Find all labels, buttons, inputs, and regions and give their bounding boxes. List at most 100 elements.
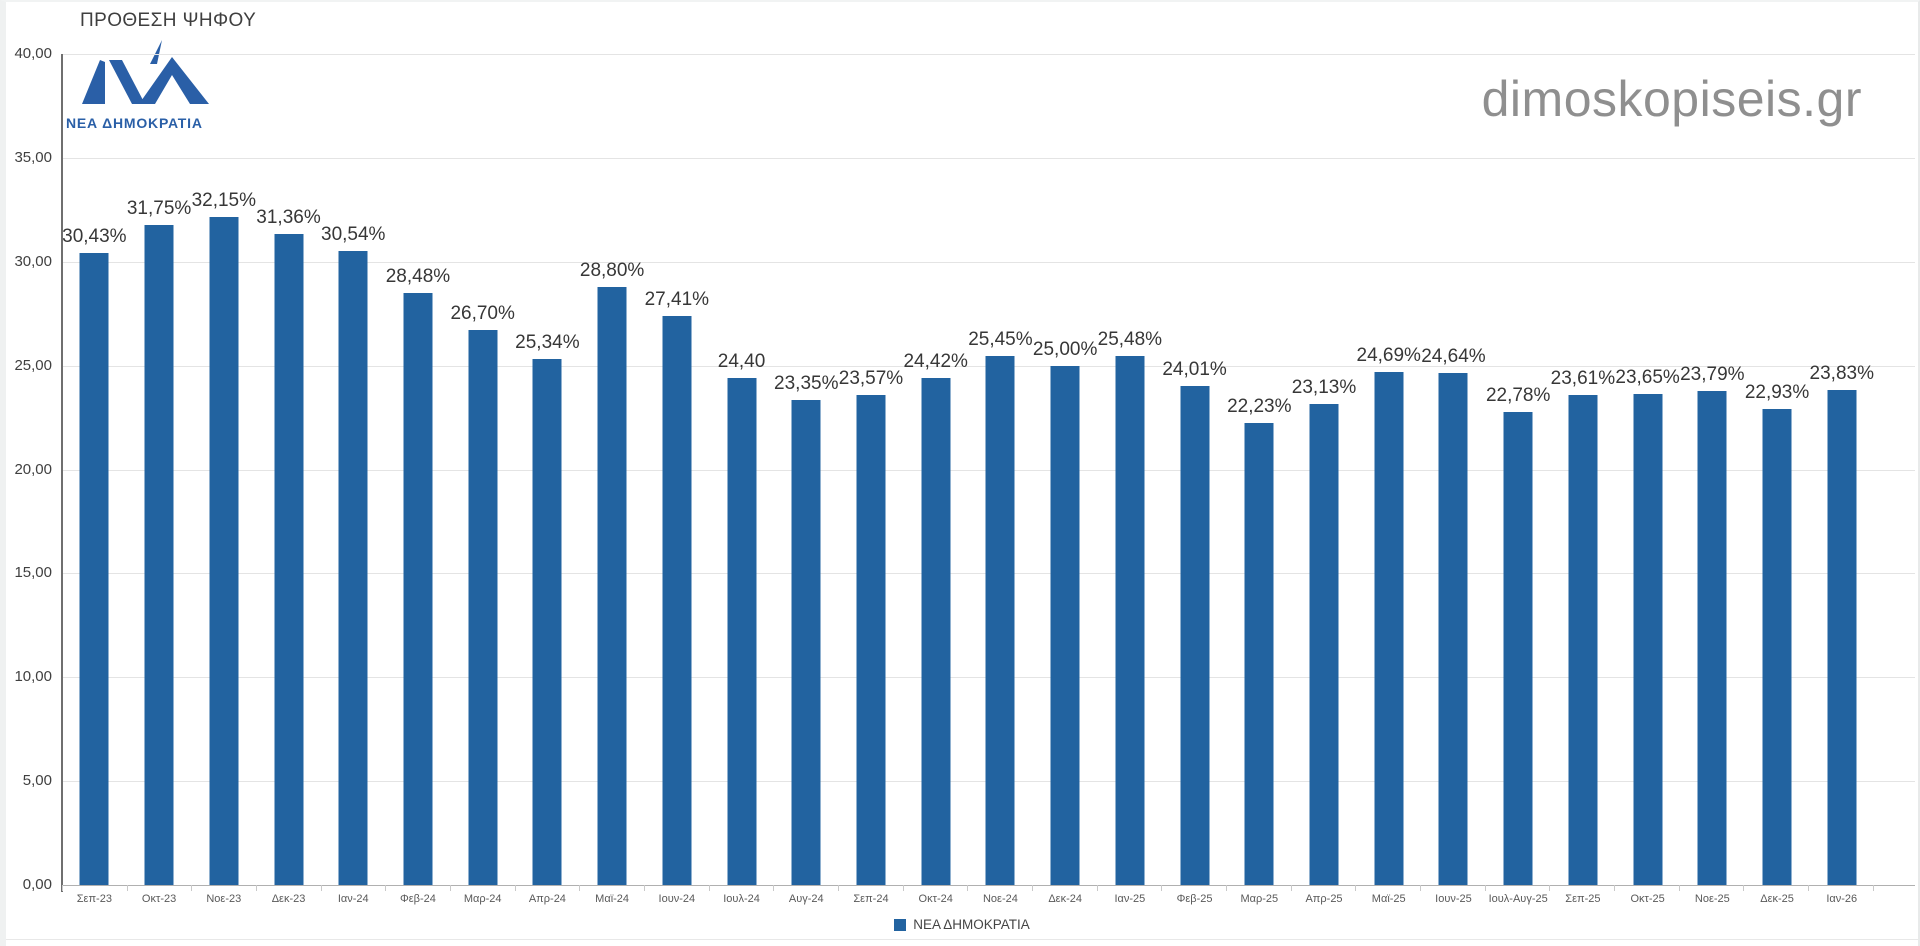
bar-column: 24,40: [709, 54, 774, 885]
axis-tick: [1033, 885, 1098, 891]
bar-column: 32,15%: [191, 54, 256, 885]
bar-column: 22,78%: [1486, 54, 1551, 885]
x-axis-label: Ιουν-24: [658, 893, 696, 905]
axis-tick: [192, 885, 258, 891]
bar: [79, 252, 109, 885]
axis-tick: [904, 885, 969, 891]
bar: [1180, 386, 1210, 885]
plot-area: 30,43% 31,75% 32,15% 31,36% 30,54% 28,48% 26,7…: [61, 54, 1915, 892]
axis-tick: [257, 885, 322, 891]
bar-column: 25,48%: [1098, 54, 1163, 885]
bar-value-label: 30,54%: [321, 223, 386, 245]
x-axis-label: Μαρ-25: [1240, 893, 1279, 905]
bar-column: 25,45%: [968, 54, 1033, 885]
x-axis-label: Δεκ-23: [271, 893, 306, 905]
y-axis-label: 30,00: [14, 252, 52, 270]
axis-tick: [1421, 885, 1486, 891]
bar-value-label: 23,57%: [838, 368, 904, 390]
bar: [144, 225, 174, 885]
bar-value-label: 25,45%: [968, 329, 1033, 351]
axis-tick: [968, 885, 1034, 891]
legend-label: ΝΕΑ ΔΗΜΟΚΡΑΤΙΑ: [913, 917, 1030, 932]
y-axis-label: 20,00: [14, 460, 52, 478]
bar-column: 24,69%: [1356, 54, 1421, 885]
bar-column: 25,00%: [1033, 54, 1098, 885]
axis-tick: [1162, 885, 1228, 891]
x-axis-label: Απρ-25: [1305, 893, 1343, 905]
y-axis-label: 25,00: [14, 356, 52, 374]
bar: [1827, 389, 1857, 885]
y-axis-label: 0,00: [22, 876, 52, 893]
bar-value-label: 30,43%: [62, 225, 127, 247]
x-axis-label: Ιουν-25: [1435, 893, 1472, 905]
bar-value-label: 28,80%: [579, 259, 645, 281]
x-axis-label: Φεβ-25: [1176, 893, 1213, 905]
bar: [209, 217, 239, 885]
gridline: [62, 54, 1915, 55]
axis-tick: [774, 885, 840, 891]
x-axis-label: Φεβ-24: [400, 893, 436, 905]
x-axis-label: Νοε-24: [982, 893, 1018, 905]
bar: [856, 395, 886, 885]
axis-tick: [710, 885, 775, 891]
bar: [338, 250, 368, 885]
legend-swatch: [894, 918, 907, 931]
bar-column: 24,01%: [1162, 54, 1227, 885]
axis-tick: [1356, 885, 1422, 891]
bottom-divider: [6, 939, 1918, 940]
bar-column: 23,13%: [1292, 54, 1357, 885]
bar-column: 23,35%: [774, 54, 839, 885]
y-axis-label: 15,00: [14, 564, 52, 582]
bar-column: 24,64%: [1421, 54, 1486, 885]
gridline: [62, 157, 1915, 159]
x-axis-label: Δεκ-25: [1760, 893, 1794, 905]
bar-value-label: 22,78%: [1485, 384, 1551, 406]
x-axis-label: Οκτ-24: [918, 893, 953, 905]
bar-value-label: 25,48%: [1097, 328, 1163, 350]
axis-tick: [516, 885, 581, 891]
bar-column: 31,36%: [256, 54, 321, 885]
bar-value-label: 25,00%: [1032, 338, 1098, 360]
gridline: [62, 261, 1915, 263]
bar-column: 31,75%: [127, 54, 192, 885]
bar-value-label: 23,61%: [1550, 367, 1616, 389]
bar: [1438, 373, 1468, 885]
x-axis-label: Οκτ-23: [141, 893, 177, 905]
x-axis-ticks: [62, 885, 1874, 891]
bar-value-label: 22,93%: [1744, 381, 1810, 403]
axis-tick: [645, 885, 710, 891]
x-axis-labels: Σεπ-23 Οκτ-23 Νοε-23 Δεκ-23 Ιαν-24 Φεβ-24 Μαρ-…: [62, 893, 1874, 905]
x-axis-label: Μαϊ-24: [595, 893, 630, 905]
axis-tick: [1098, 885, 1163, 891]
nd-logo-text: ΝΕΑ ΔΗΜΟΚΡΑΤΙΑ: [66, 115, 203, 131]
bar-value-label: 31,36%: [256, 206, 321, 228]
bar-value-label: 24,01%: [1162, 359, 1227, 381]
bar-value-label: 22,23%: [1227, 396, 1292, 418]
bar: [1244, 423, 1274, 885]
axis-tick: [1486, 885, 1551, 891]
bar-value-label: 23,83%: [1809, 362, 1874, 384]
bar: [921, 377, 951, 885]
bar-value-label: 26,70%: [450, 303, 515, 325]
bar: [403, 293, 433, 885]
x-axis-label: Απρ-24: [528, 893, 566, 905]
bar-value-label: 25,34%: [515, 331, 580, 353]
bar: [468, 330, 498, 885]
bar-value-label: 23,65%: [1615, 366, 1680, 388]
bar-column: 23,65%: [1615, 54, 1680, 885]
bar-value-label: 24,64%: [1421, 346, 1486, 368]
watermark: dimoskopiseis.gr: [1481, 71, 1862, 127]
bar-column: 28,80%: [580, 54, 645, 885]
bar-value-label: 24,40: [717, 351, 766, 373]
axis-tick: [1680, 885, 1745, 891]
axis-tick: [1550, 885, 1616, 891]
chart-title: ΠΡΟΘΕΣΗ ΨΗΦΟΥ: [80, 10, 257, 31]
axis-tick: [63, 885, 128, 891]
x-axis-line: [62, 885, 1915, 886]
y-axis-label: 5,00: [22, 772, 52, 790]
x-axis-label: Οκτ-25: [1630, 893, 1665, 905]
x-axis-label: Μαϊ-25: [1371, 893, 1406, 905]
bar-value-label: 31,75%: [126, 198, 192, 220]
x-axis-label: Σεπ-25: [1565, 893, 1601, 905]
